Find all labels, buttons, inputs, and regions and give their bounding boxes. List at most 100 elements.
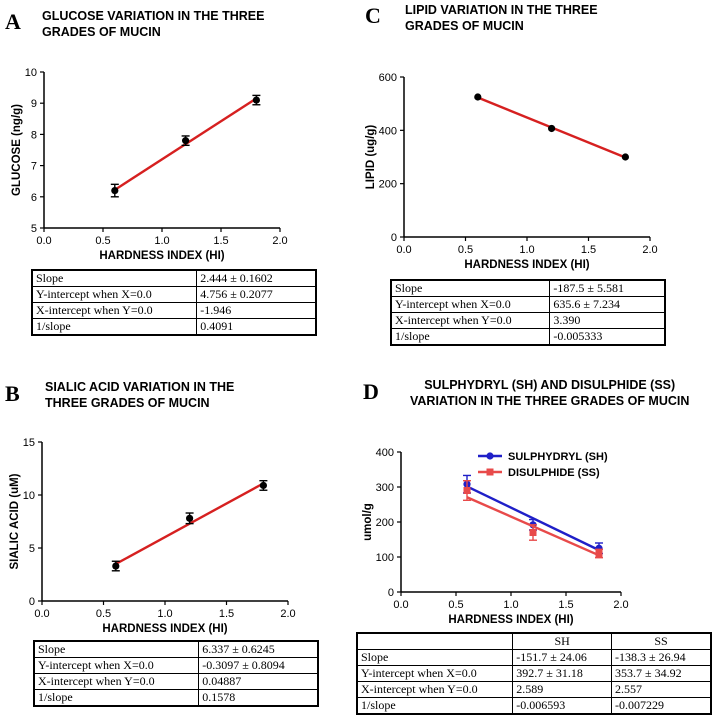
data-point [182,137,190,145]
y-tick-label: 200 [379,179,397,191]
data-point [529,529,537,536]
y-tick-label: 9 [31,98,37,110]
stats-row: X-intercept when Y=0.0 3.390 [390,312,666,329]
panel-title-a: GLUCOSE VARIATION IN THE THREE GRADES OF… [42,9,265,39]
stats-label: Y-intercept when X=0.0 [356,665,514,682]
stats-row: X-intercept when Y=0.0 0.04887 [33,673,319,690]
stats-value-ss: 2.557 [611,681,712,698]
stats-table-a: Slope 2.444 ± 0.1602 Y-intercept when X=0.… [31,269,317,336]
panel-letter-c: C [365,3,381,28]
legend-label: SULPHYDRYL (SH) [508,451,608,463]
data-point [463,487,471,494]
y-tick-label: 5 [31,223,37,235]
x-tick-label: 2.0 [280,608,295,620]
stats-row: 1/slope 0.1578 [33,689,319,707]
data-point [111,186,119,195]
stats-label: 1/slope [33,689,200,707]
stats-label: X-intercept when Y=0.0 [390,312,551,329]
stats-row: Y-intercept when X=0.0 392.7 ± 31.18 353.7… [356,665,712,682]
y-tick-label: 400 [379,125,397,137]
y-tick-label: 100 [376,552,394,564]
fit-line [466,485,600,552]
x-axis-label: HARDNESS INDEX (HI) [448,614,573,626]
y-tick-label: 0 [391,232,397,244]
y-tick-label: 0 [29,596,35,608]
y-tick-label: 5 [29,543,35,555]
panel-title-d: SULPHYDRYL (SH) AND DISULPHIDE (SS) VARI… [410,378,690,408]
panel-letter-a: A [5,9,21,34]
stats-table-d: SH SS Slope -151.7 ± 24.06 -138.3 ± 26.94 Y-i… [356,632,712,715]
x-axis-label: HARDNESS INDEX (HI) [99,250,224,262]
x-tick-label: 1.0 [154,235,169,247]
stats-label: 1/slope [31,318,198,336]
stats-header-cell: SS [611,632,712,650]
x-axis-label: HARDNESS INDEX (HI) [464,259,589,271]
x-tick-label: 0.5 [95,235,110,247]
x-tick-label: 1.5 [219,608,234,620]
stats-value-sh: 2.589 [512,681,613,698]
y-tick-label: 15 [23,437,35,449]
y-tick-label: 10 [25,67,37,79]
stats-row: 1/slope -0.006593 -0.007229 [356,697,712,715]
y-axis-label: GLUCOSE (ng/g) [11,104,23,196]
data-point [595,550,603,557]
x-tick-label: 1.0 [157,608,172,620]
stats-value: 6.337 ± 0.6245 [198,640,319,658]
panel-title-b: SIALIC ACID VARIATION IN THE THREE GRADE… [45,380,235,410]
stats-value: 3.390 [549,312,666,329]
data-point [252,96,260,104]
stats-header-row: SH SS [356,632,712,650]
stats-value-ss: 353.7 ± 34.92 [611,665,712,682]
y-tick-label: 0 [388,587,394,599]
x-tick-label: 1.5 [581,244,596,256]
y-tick-label: 6 [31,192,37,204]
x-tick-label: 1.0 [503,599,518,611]
x-tick-label: 2.0 [272,235,287,247]
legend-marker [486,468,494,476]
panel-title-c: LIPID VARIATION IN THE THREE GRADES OF M… [405,3,598,33]
data-point [621,153,630,161]
x-tick-label: 0.0 [396,244,411,256]
panel-letter-d: D [363,379,379,404]
stats-row: Slope -151.7 ± 24.06 -138.3 ± 26.94 [356,649,712,666]
y-tick-label: 300 [376,482,394,494]
x-tick-label: 0.5 [448,599,463,611]
x-tick-label: 0.0 [34,608,49,620]
stats-label: X-intercept when Y=0.0 [33,673,200,690]
stats-row: Y-intercept when X=0.0 -0.3097 ± 0.8094 [33,657,319,674]
stats-row: X-intercept when Y=0.0 2.589 2.557 [356,681,712,698]
stats-label: Slope [356,649,514,666]
stats-value: -0.3097 ± 0.8094 [198,657,319,674]
stats-row: 1/slope 0.4091 [31,318,317,336]
y-tick-label: 8 [31,129,37,141]
stats-table-c: Slope -187.5 ± 5.581 Y-intercept when X=0.… [390,279,666,346]
stats-table-b: Slope 6.337 ± 0.6245 Y-intercept when X=0.… [33,640,319,707]
data-point [474,93,482,101]
x-tick-label: 0.5 [96,608,111,620]
data-point [548,124,556,133]
x-tick-label: 2.0 [642,244,657,256]
panel-letter-b: B [5,381,20,406]
stats-value: 0.1578 [198,689,319,707]
x-tick-label: 2.0 [613,599,628,611]
stats-value: 0.04887 [198,673,319,690]
y-tick-label: 400 [376,447,394,459]
x-tick-label: 1.0 [519,244,534,256]
y-tick-label: 7 [31,161,37,173]
stats-value-ss: -138.3 ± 26.94 [611,649,712,666]
y-axis-label: LIPID (ug/g) [365,125,377,190]
x-tick-label: 1.5 [558,599,573,611]
y-tick-label: 600 [379,72,397,84]
stats-row: X-intercept when Y=0.0 -1.946 [31,302,317,319]
stats-row: Y-intercept when X=0.0 635.6 ± 7.234 [390,296,666,313]
legend-label: DISULPHIDE (SS) [508,467,600,479]
x-tick-label: 1.5 [213,235,228,247]
y-tick-label: 10 [23,490,35,502]
stats-row: 1/slope -0.005333 [390,328,666,346]
stats-value-sh: -151.7 ± 24.06 [512,649,613,666]
legend-marker [486,452,494,460]
stats-value-sh: -0.006593 [512,697,613,715]
